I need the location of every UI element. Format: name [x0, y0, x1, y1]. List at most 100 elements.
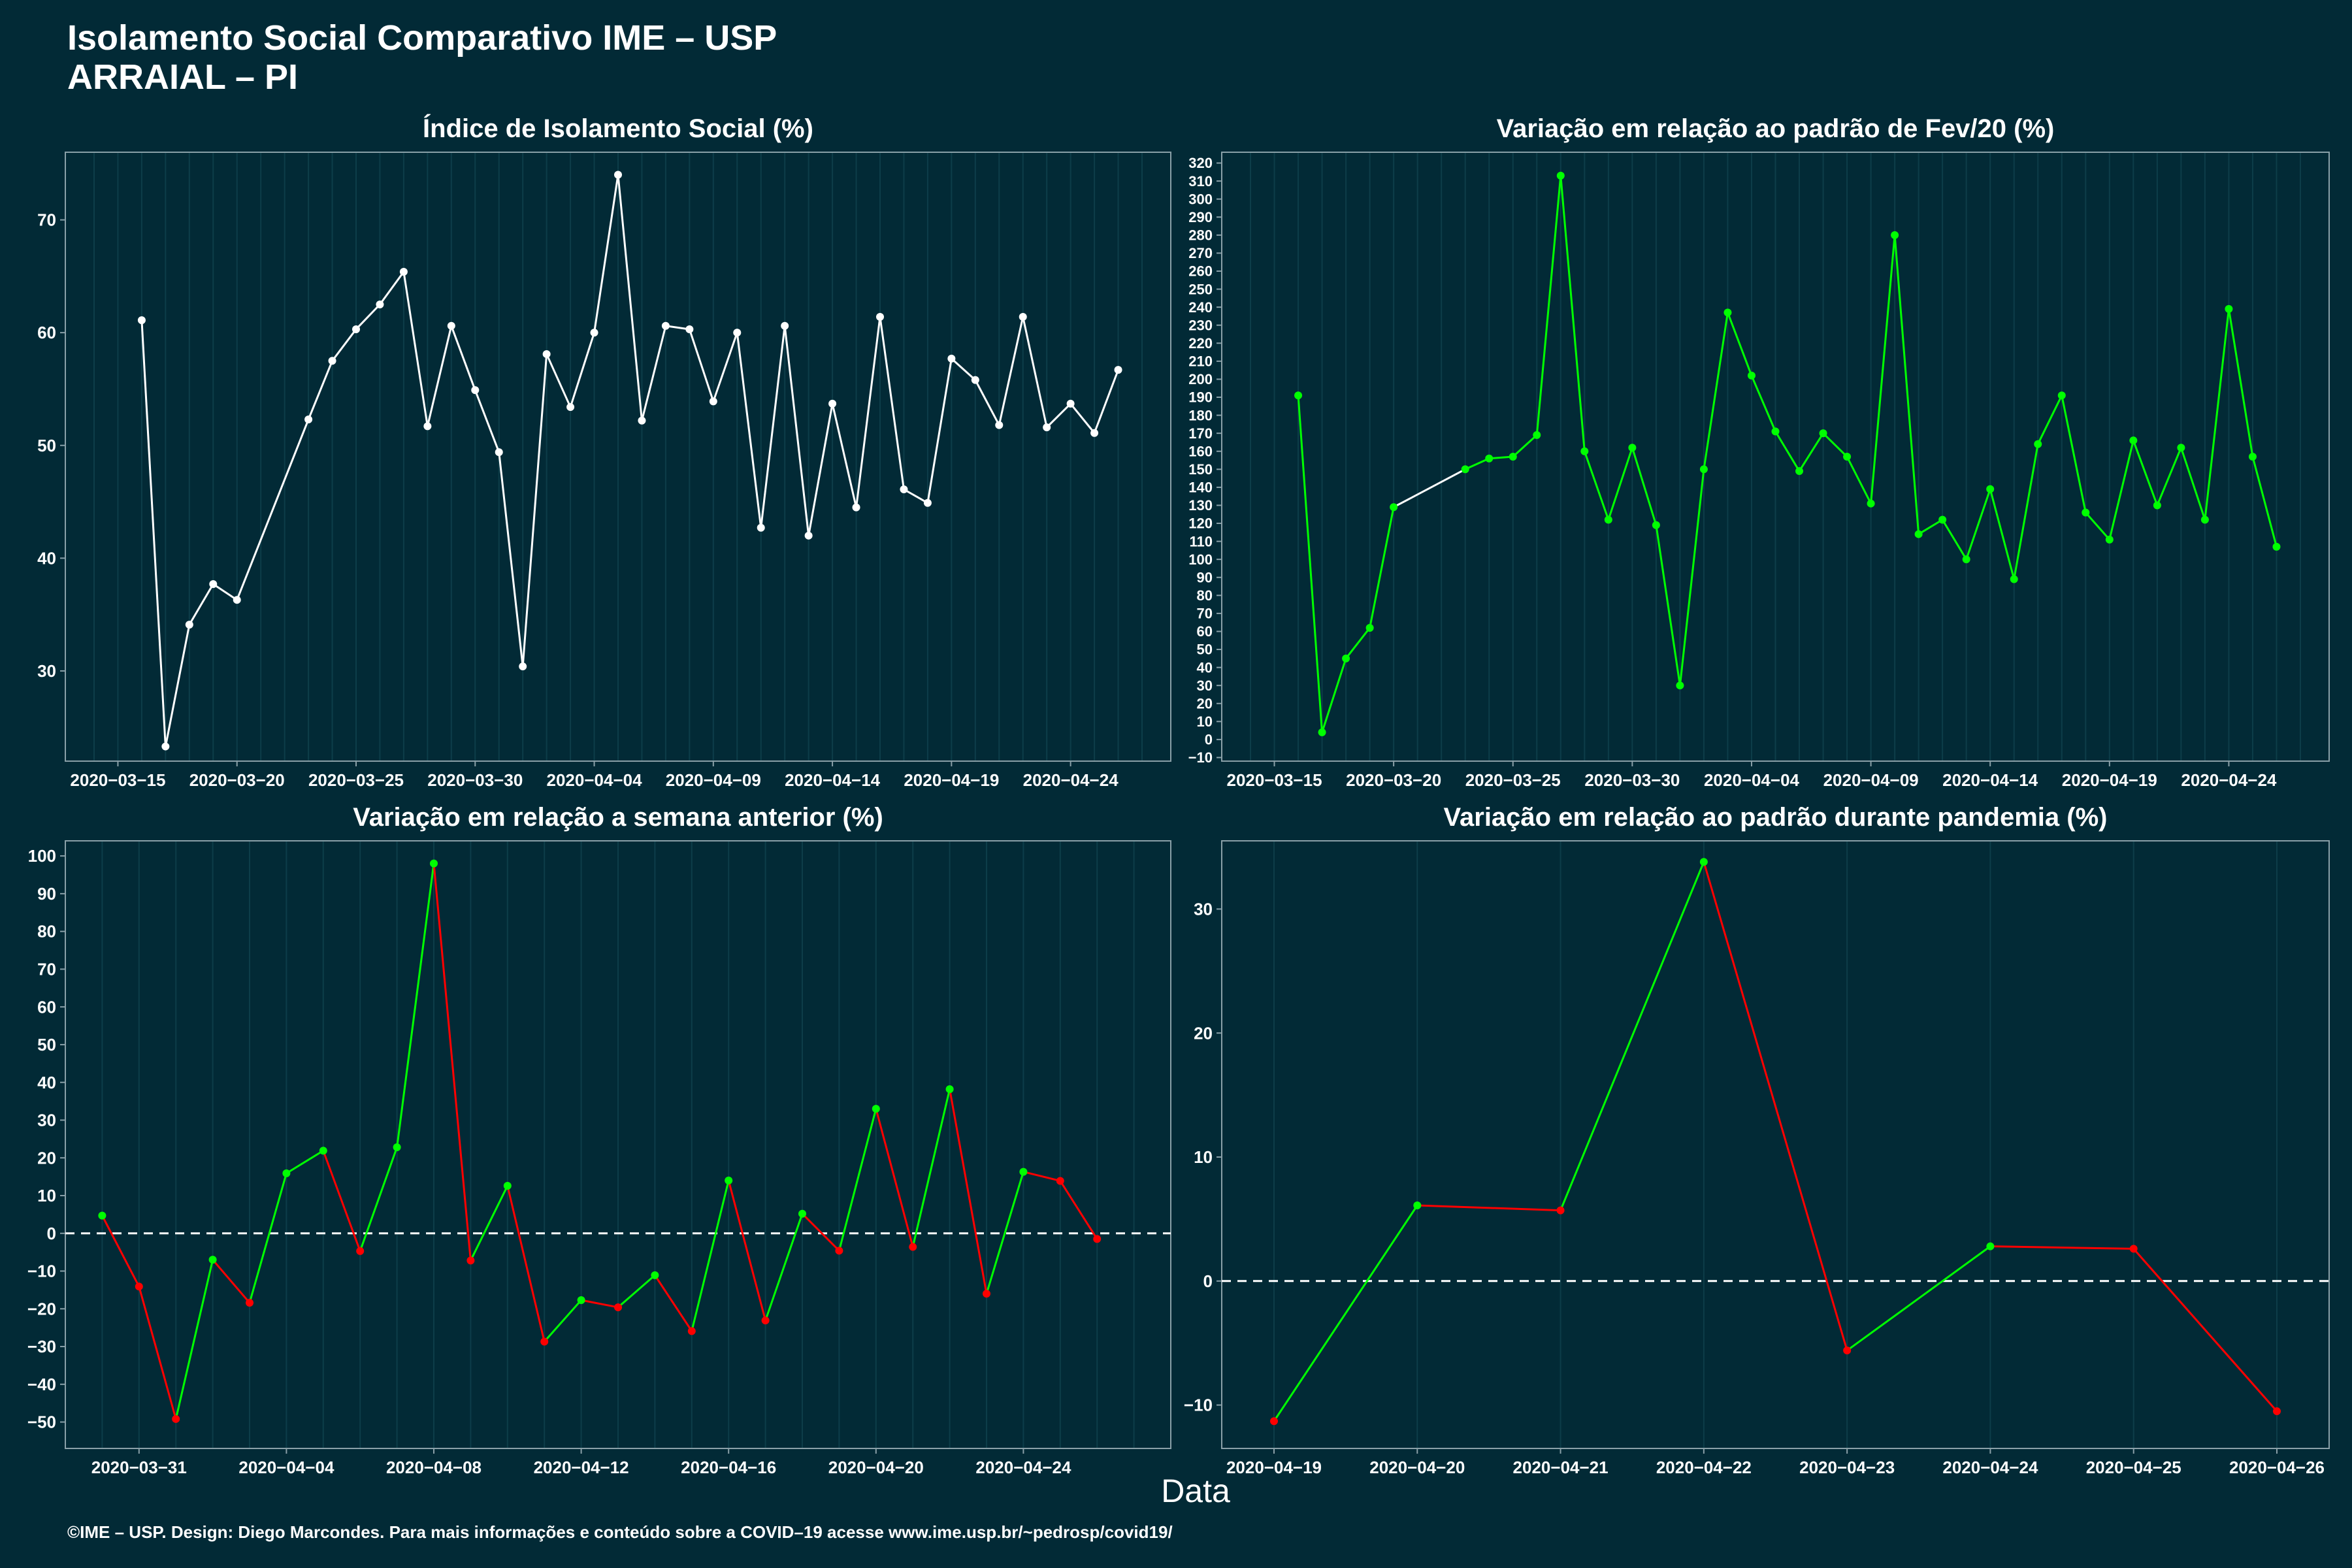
- line-segment: [1822, 433, 1848, 458]
- line-segment: [2204, 308, 2230, 520]
- line-segment: [783, 325, 810, 536]
- line-segment: [498, 451, 524, 667]
- y-tick-label: 250: [1188, 281, 1213, 297]
- y-tick-label: 70: [1197, 606, 1213, 622]
- y-tick-label: 120: [1188, 515, 1213, 532]
- y-tick-label: 210: [1188, 353, 1213, 370]
- line-segment: [1465, 457, 1490, 470]
- line-segment: [2085, 512, 2110, 540]
- line-segment: [838, 1108, 877, 1251]
- data-point: [540, 1337, 549, 1346]
- data-point: [909, 1243, 917, 1251]
- y-tick-label: 240: [1188, 299, 1213, 316]
- line-segment: [331, 329, 357, 362]
- x-axis: 2020−03−15 2020−03−20 2020−03−25 2020−03−30…: [1226, 761, 2277, 790]
- data-point: [614, 1303, 622, 1311]
- data-point: [804, 531, 813, 540]
- y-tick-label: 180: [1188, 407, 1213, 423]
- x-tick-label: 2020−04−08: [386, 1458, 482, 1477]
- data-point: [733, 329, 742, 337]
- data-point: [661, 321, 670, 330]
- y-tick-label: −10: [1188, 749, 1213, 766]
- data-point: [1819, 429, 1827, 438]
- data-point: [1056, 1177, 1064, 1185]
- y-tick-label: 150: [1188, 461, 1213, 478]
- data-point: [1090, 429, 1099, 437]
- line-segment: [1046, 402, 1071, 429]
- line-segment: [2180, 447, 2206, 520]
- line-segment: [1560, 861, 1705, 1211]
- line-segment: [1417, 1204, 1561, 1212]
- series-points: [98, 859, 1102, 1423]
- line-segment: [1321, 658, 1347, 733]
- data-point: [577, 1296, 585, 1304]
- y-tick-label: 20: [1197, 695, 1213, 711]
- line-segment: [1989, 489, 2016, 580]
- y-tick-label: 90: [37, 884, 56, 904]
- data-point: [2129, 436, 2138, 445]
- data-point: [137, 316, 146, 325]
- line-segment: [1965, 489, 1991, 560]
- data-point: [1604, 515, 1612, 524]
- x-tick-label: 2020−04−24: [2181, 770, 2277, 790]
- panel-title: Variação em relação ao padrão durante pa…: [1443, 803, 2108, 832]
- y-tick-label: 30: [37, 1111, 56, 1130]
- y-tick-label: 130: [1188, 497, 1213, 514]
- data-point: [2273, 1407, 2281, 1416]
- line-segment: [188, 583, 214, 625]
- line-segment: [617, 174, 643, 421]
- data-point: [356, 1247, 365, 1255]
- line-segment: [727, 1180, 767, 1321]
- y-tick-label: 280: [1188, 227, 1213, 244]
- data-point: [319, 1147, 327, 1155]
- data-point: [246, 1299, 253, 1307]
- data-point: [1938, 515, 1947, 524]
- data-point: [1843, 453, 1852, 461]
- y-tick-label: 80: [1197, 587, 1213, 604]
- line-segment: [1727, 312, 1753, 376]
- data-point: [2010, 575, 2018, 583]
- data-point: [1509, 453, 1517, 461]
- series-points: [137, 171, 1122, 751]
- data-point: [1318, 728, 1326, 736]
- line-segment: [2036, 395, 2063, 445]
- data-point: [1294, 391, 1303, 400]
- line-segment: [1023, 1171, 1061, 1182]
- y-tick-label: 290: [1188, 209, 1213, 225]
- data-point: [1413, 1201, 1422, 1209]
- data-point: [161, 742, 170, 751]
- data-point: [983, 1290, 990, 1298]
- line-segment: [379, 271, 405, 305]
- line-segment: [248, 1173, 287, 1303]
- data-point: [1019, 312, 1027, 321]
- data-point: [352, 325, 360, 333]
- line-segment: [949, 1088, 988, 1294]
- data-point: [1771, 427, 1780, 436]
- line-segment: [1393, 468, 1466, 508]
- x-axis: 2020−03−31 2020−04−04 2020−04−08 2020−04−12…: [91, 1448, 1071, 1477]
- line-segment: [875, 1108, 914, 1247]
- x-tick-label: 2020−03−30: [427, 770, 523, 790]
- line-segment: [926, 358, 953, 504]
- line-segment: [1678, 469, 1705, 686]
- data-point: [2082, 508, 2090, 517]
- line-segment: [581, 1299, 619, 1309]
- grid-lines: [93, 152, 1143, 761]
- line-segment: [1990, 1245, 2134, 1250]
- y-tick-label: 10: [1194, 1147, 1213, 1167]
- line-segment: [640, 325, 667, 421]
- data-point: [2200, 515, 2209, 524]
- data-point: [1699, 465, 1708, 474]
- y-tick-label: 200: [1188, 371, 1213, 387]
- y-tick-label: −20: [27, 1299, 56, 1318]
- line-segment: [831, 403, 858, 508]
- x-tick-label: 2020−04−23: [1799, 1458, 1895, 1477]
- grid-lines: [65, 841, 1171, 1448]
- data-point: [1043, 423, 1051, 432]
- data-point: [209, 580, 218, 589]
- line-segment: [903, 488, 928, 504]
- data-point: [757, 523, 765, 532]
- plot-frame: [1221, 840, 2330, 1449]
- y-tick-label: 220: [1188, 335, 1213, 351]
- data-point: [282, 1169, 291, 1177]
